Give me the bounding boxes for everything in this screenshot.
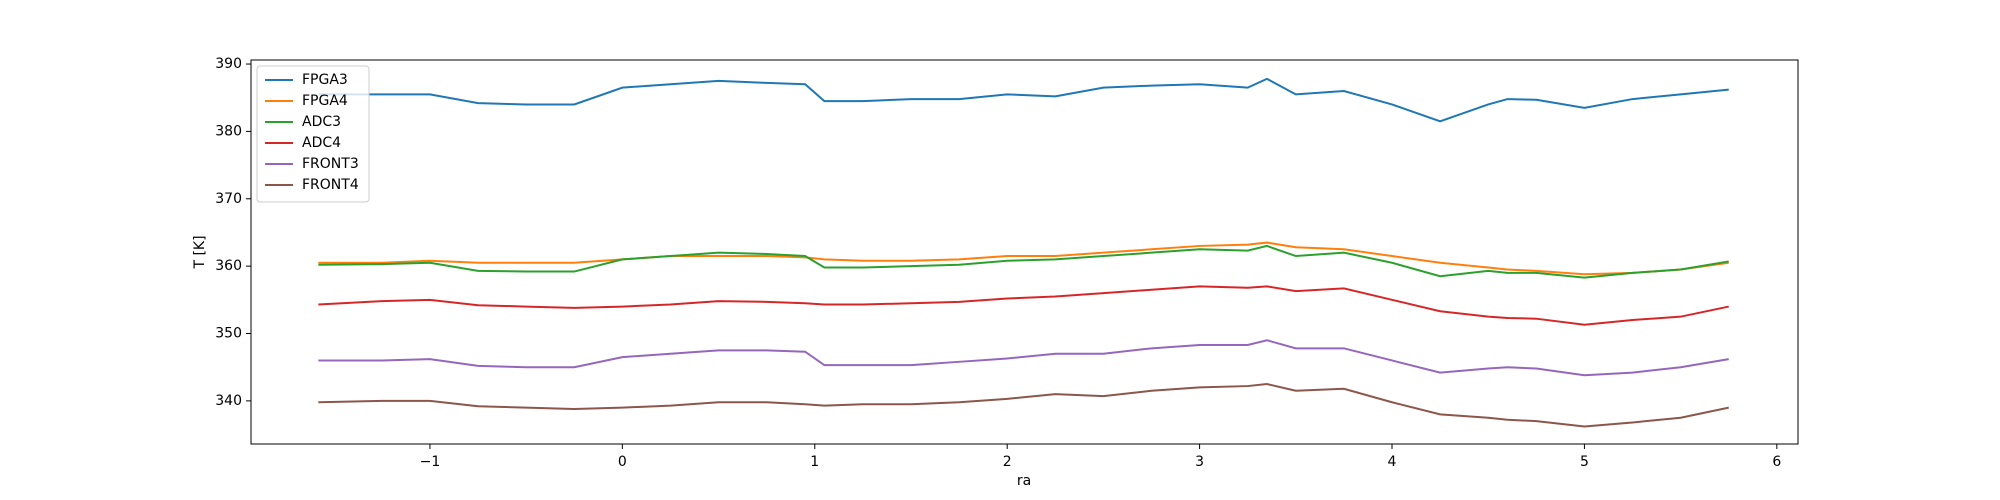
- y-axis-label: T [K]: [192, 235, 208, 269]
- x-tick-label: 6: [1772, 454, 1781, 470]
- series-line: [318, 339, 1729, 377]
- legend-label: FPGA4: [302, 93, 348, 109]
- series-line: [318, 383, 1729, 428]
- series-line: [318, 241, 1729, 276]
- legend-label: ADC3: [302, 114, 341, 130]
- series-line: [318, 285, 1729, 326]
- y-tick-label: 390: [215, 56, 242, 72]
- x-tick-label: 3: [1195, 454, 1204, 470]
- x-axis-label: ra: [1017, 473, 1031, 489]
- x-tick-label: −1: [420, 454, 441, 470]
- y-tick-label: 380: [215, 123, 242, 139]
- x-tick-label: 2: [1003, 454, 1012, 470]
- y-tick-label: 340: [215, 393, 242, 409]
- x-tick-label: 1: [810, 454, 819, 470]
- legend-label: ADC4: [302, 135, 341, 151]
- series-line: [318, 77, 1729, 123]
- y-tick-label: 360: [215, 258, 242, 274]
- x-tick-label: 4: [1388, 454, 1397, 470]
- legend-label: FPGA3: [302, 72, 348, 88]
- y-tick-label: 350: [215, 326, 242, 342]
- legend-label: FRONT3: [302, 156, 359, 172]
- axes-frame: [250, 59, 1799, 445]
- legend-label: FRONT4: [302, 177, 359, 193]
- y-tick-label: 370: [215, 191, 242, 207]
- x-tick-label: 5: [1580, 454, 1589, 470]
- series-line: [318, 244, 1729, 279]
- x-tick-label: 0: [618, 454, 627, 470]
